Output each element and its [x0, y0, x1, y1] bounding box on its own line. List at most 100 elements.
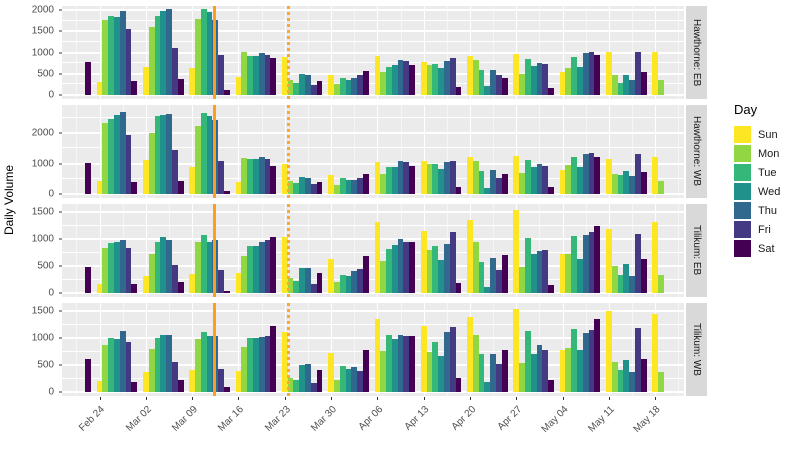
gridline — [331, 303, 333, 396]
week-group-mar-16 — [235, 105, 277, 194]
bar — [154, 116, 161, 194]
bar — [565, 253, 572, 293]
gridline — [62, 94, 684, 96]
bar — [391, 244, 398, 293]
bar — [252, 246, 259, 293]
bar — [108, 338, 115, 392]
x-tick-label: Apr 13 — [402, 404, 432, 433]
bar — [386, 248, 392, 293]
bar — [241, 346, 248, 392]
bar — [582, 234, 589, 293]
week-group-apr-13 — [420, 204, 462, 293]
bar — [380, 261, 387, 293]
week-group-mar-23 — [281, 303, 323, 392]
gridline — [62, 132, 684, 135]
bar — [629, 276, 635, 293]
bar — [484, 85, 491, 95]
bar — [652, 52, 659, 95]
bar — [252, 158, 259, 194]
gridline — [284, 6, 286, 99]
bar — [629, 80, 635, 95]
bar — [310, 84, 317, 95]
bar — [571, 329, 578, 392]
y-tick-label: 500 — [37, 260, 54, 272]
bar — [108, 16, 115, 95]
gridline — [493, 204, 495, 297]
bar — [559, 71, 566, 95]
y-axis-labels-hawthorne-eb: 0 500 1000 1500 2000 — [0, 5, 62, 101]
bar — [530, 166, 537, 194]
bar — [143, 66, 149, 95]
y-tick-mark — [59, 94, 62, 96]
bar — [530, 353, 537, 392]
x-tick-mark — [192, 397, 194, 400]
bar — [200, 332, 207, 392]
bar — [195, 338, 201, 392]
week-group-mar-16 — [235, 303, 277, 392]
bar — [501, 350, 508, 392]
bar — [241, 255, 248, 293]
bar — [380, 72, 387, 95]
bar — [426, 250, 433, 293]
bar — [634, 328, 641, 392]
gridline — [307, 6, 309, 99]
bar — [438, 68, 444, 95]
bar — [588, 153, 595, 194]
bar — [513, 53, 520, 95]
week-group-may-11 — [605, 204, 647, 293]
bar — [339, 365, 346, 392]
gridline — [354, 204, 356, 297]
bar — [328, 75, 334, 95]
gridline — [307, 303, 309, 396]
week-group-may-11 — [605, 303, 647, 392]
bar — [449, 58, 456, 95]
gridline — [62, 30, 684, 33]
bar — [339, 178, 346, 194]
bar — [588, 231, 595, 293]
bar — [582, 333, 589, 392]
bar — [218, 368, 225, 392]
bar — [658, 371, 664, 392]
legend-entry-label: Fri — [758, 223, 771, 236]
x-tick-label: Apr 06 — [356, 404, 386, 433]
bar — [455, 86, 462, 95]
bar — [530, 65, 537, 95]
bar — [108, 243, 115, 293]
bar — [333, 380, 340, 392]
bar — [455, 283, 462, 293]
bar — [148, 349, 155, 392]
bar — [357, 269, 363, 293]
bar — [577, 66, 583, 95]
bar — [501, 174, 508, 194]
x-tick-mark — [608, 397, 610, 400]
week-group-apr-27 — [513, 105, 554, 194]
legend-title: Day — [734, 102, 758, 117]
bar — [559, 349, 566, 392]
bar — [496, 75, 502, 95]
x-tick-label: Mar 02 — [123, 404, 154, 434]
bar — [582, 52, 589, 95]
bar — [333, 184, 340, 194]
week-group-mar-16 — [235, 6, 277, 95]
y-tick-label: 0 — [48, 89, 54, 101]
y-tick-mark — [59, 9, 62, 11]
y-tick-label: 1000 — [31, 233, 54, 245]
facet-strip-hawthorne-eb: Hawthorne: EB — [686, 6, 707, 99]
bar — [160, 11, 167, 95]
bar — [409, 165, 416, 194]
bar — [206, 115, 213, 194]
bar — [206, 12, 213, 95]
bar — [438, 355, 444, 392]
week-group-apr-20 — [467, 105, 508, 194]
gridline — [62, 62, 684, 64]
facet-panel-hawthorne-wb — [62, 105, 684, 198]
bar — [548, 88, 554, 95]
bar — [96, 82, 103, 95]
bar — [299, 267, 306, 293]
bar — [114, 242, 120, 293]
gridline — [539, 204, 541, 297]
x-tick-label: Apr 20 — [449, 404, 478, 433]
bar — [391, 339, 398, 392]
gridline — [261, 6, 263, 99]
week-group-may-18 — [652, 6, 684, 95]
